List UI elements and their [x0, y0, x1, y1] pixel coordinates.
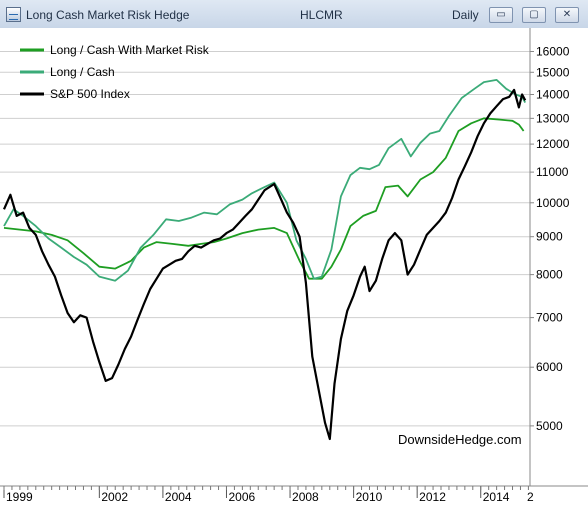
y-axis-ticks: 5000 6000 7000 8000 9000 10000 11000 12000 13000…	[530, 45, 570, 433]
close-button[interactable]: ✕	[555, 7, 579, 23]
x-tick-label: 2004	[165, 490, 192, 504]
series-line-s-p-500-index	[2, 88, 527, 441]
y-tick-label: 11000	[536, 165, 569, 179]
y-tick-label: 15000	[536, 65, 570, 79]
x-tick-label: 2002	[101, 490, 128, 504]
y-tick-label: 12000	[536, 137, 570, 151]
grid-lines	[0, 51, 530, 427]
price-chart[interactable]: 5000 6000 7000 8000 9000 10000 11000 12000 13000…	[0, 28, 588, 510]
minimize-button[interactable]: ▭	[489, 7, 513, 23]
x-axis-ticks: 1999 2002 2004 2006 2008 2010 2012 2014 2	[3, 486, 534, 504]
legend-label-s-p-500-index: S&P 500 Index	[50, 87, 130, 101]
x-tick-label: 2006	[228, 490, 255, 504]
maximize-button[interactable]: ▢	[522, 7, 546, 23]
y-tick-label: 7000	[536, 311, 563, 325]
legend-label-long-cash: Long / Cash	[50, 65, 115, 79]
y-tick-label: 5000	[536, 419, 563, 433]
window-title: Long Cash Market Risk Hedge	[26, 8, 190, 22]
symbol-label: HLCMR	[300, 8, 343, 22]
series-line-long-cash	[3, 79, 526, 282]
chart-app-icon	[6, 7, 21, 22]
x-tick-label-cut: 2	[527, 490, 534, 504]
legend-label-long-cash-with-market-risk: Long / Cash With Market Risk	[50, 43, 210, 57]
y-tick-label: 8000	[536, 268, 563, 282]
x-tick-label: 2014	[483, 490, 510, 504]
legend: Long / Cash With Market Risk Long / Cash S…	[20, 43, 210, 101]
x-tick-label: 2010	[356, 490, 383, 504]
series-layer	[2, 79, 527, 441]
y-tick-label: 9000	[536, 230, 563, 244]
y-tick-label: 13000	[536, 111, 570, 125]
x-tick-label: 1999	[6, 490, 33, 504]
y-tick-label: 6000	[536, 360, 563, 374]
title-bar[interactable]: Long Cash Market Risk Hedge HLCMR Daily …	[0, 0, 588, 29]
y-tick-label: 14000	[536, 87, 570, 101]
y-tick-label: 10000	[536, 196, 570, 210]
x-tick-label: 2012	[419, 490, 446, 504]
y-tick-label: 16000	[536, 45, 570, 59]
chart-background	[0, 28, 588, 510]
period-label: Daily	[452, 8, 479, 22]
series-line-long-cash-with-market-risk	[3, 117, 525, 280]
x-tick-label: 2008	[292, 490, 319, 504]
watermark: DownsideHedge.com	[398, 432, 522, 447]
